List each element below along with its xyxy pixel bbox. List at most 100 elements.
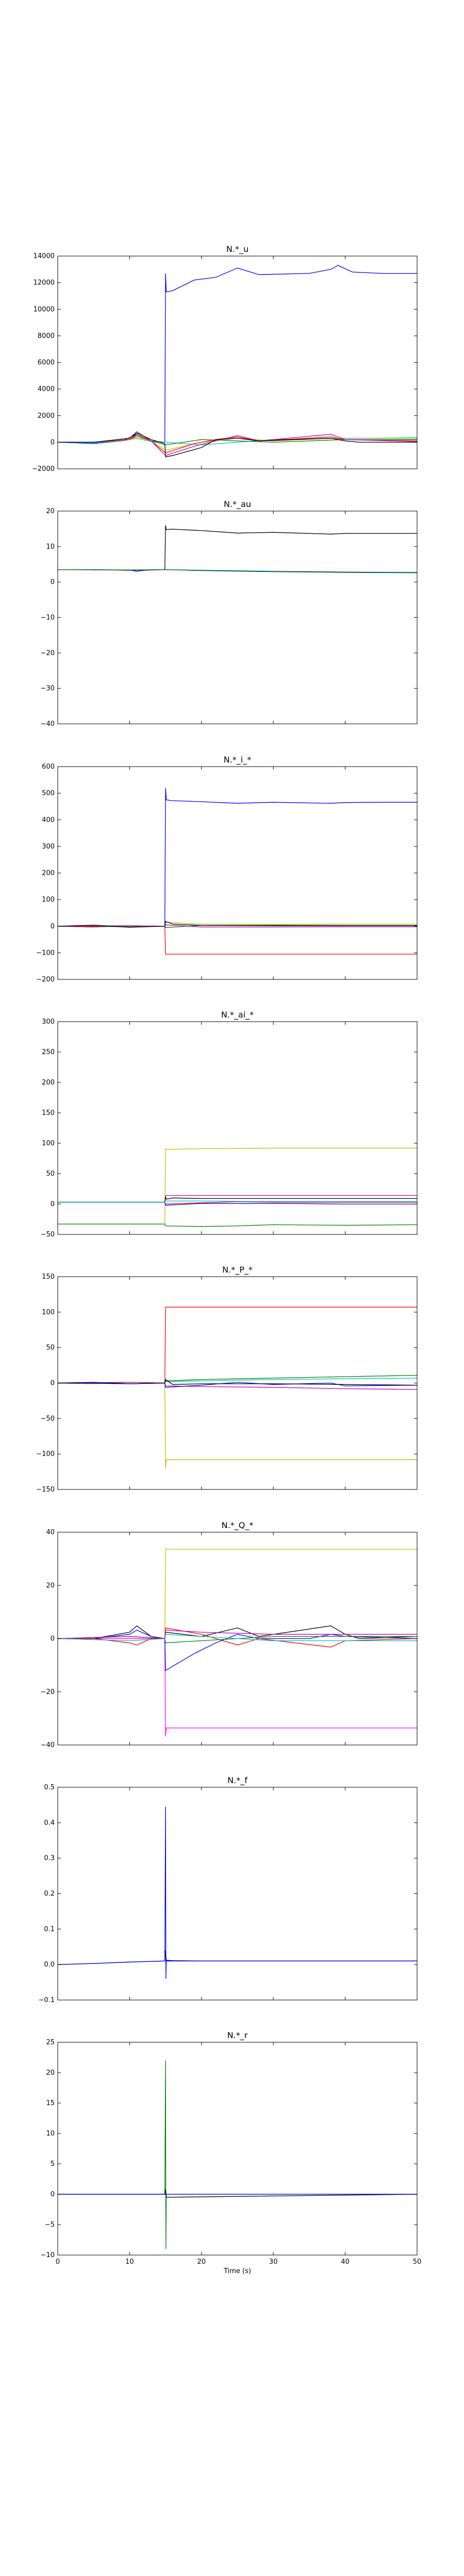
series-line-7	[58, 1634, 417, 1641]
series-group	[58, 1549, 417, 1737]
y-tick-label: −0.1	[38, 1996, 55, 2004]
series-line-3	[58, 569, 417, 573]
plot-frame	[57, 1021, 418, 1235]
series-line-2	[58, 1224, 417, 1227]
y-tick-label: 300	[42, 843, 55, 851]
chart-title: N.*_u	[226, 244, 248, 255]
y-tick-label: 500	[42, 790, 55, 798]
y-tick-label: −10	[41, 614, 55, 622]
series-line-3	[58, 1375, 417, 1384]
series-group	[58, 1147, 417, 1227]
series-line-1	[58, 525, 417, 571]
series-line-2	[58, 1806, 417, 1979]
x-tick-label: 10	[125, 2258, 134, 2266]
y-tick-label: 20	[46, 2069, 55, 2077]
y-tick-label: 150	[42, 1109, 55, 1117]
series-line-5	[58, 924, 417, 927]
y-tick-label: 10000	[34, 306, 55, 313]
y-tick-label: 0.3	[44, 1855, 55, 1862]
y-tick-label: 6000	[38, 359, 55, 367]
y-tick-label: 0	[51, 438, 55, 446]
y-tick-label: 2000	[38, 412, 55, 420]
series-line-7	[58, 432, 417, 457]
y-tick-label: −40	[41, 720, 55, 728]
y-tick-label: −5	[45, 2221, 55, 2229]
x-axis-label: Time (s)	[223, 2267, 251, 2275]
chart-title: N.*_f	[227, 1775, 247, 1786]
series-line-2	[58, 437, 417, 446]
y-tick-label: 0	[51, 1380, 55, 1387]
y-tick-label: 0	[51, 1200, 55, 1208]
y-tick-label: 0.4	[44, 1819, 55, 1827]
series-group	[58, 2060, 417, 2249]
y-tick-label: 0.1	[44, 1925, 55, 1933]
y-tick-label: 200	[42, 870, 55, 877]
chart-panel-1: N.*_u −2000 0 2000 4000 6000 8000 10000 12000 140…	[32, 244, 418, 473]
series-line-6	[58, 1201, 417, 1206]
y-tick-label: 0.2	[44, 1890, 55, 1898]
y-tick-label: 50	[46, 1170, 55, 1178]
y-tick-label: −20	[41, 1688, 55, 1696]
y-tick-label: 8000	[38, 332, 55, 340]
chart-panel-3: N.*_i_* −200 −100 0 100 200 300 400 500 600	[36, 755, 418, 984]
y-tick-label: 300	[42, 1018, 55, 1026]
chart-title: N.*_r	[227, 2030, 248, 2041]
series-line-4	[58, 1625, 417, 1639]
plot-frame	[57, 2042, 418, 2256]
y-tick-label: 10	[46, 2130, 55, 2138]
series-group	[58, 1806, 417, 1979]
series-line-6	[58, 431, 417, 456]
x-tick-label: 50	[413, 2258, 422, 2266]
plot-frame	[57, 766, 418, 980]
y-tick-label: −100	[36, 949, 55, 957]
y-tick-label: −20	[41, 649, 55, 657]
chart-title: N.*_au	[224, 499, 251, 510]
x-tick-label: 40	[341, 2258, 350, 2266]
y-tick-label: 250	[42, 1048, 55, 1056]
series-line-5	[58, 435, 417, 453]
series-line-4	[58, 436, 417, 451]
y-tick-label: 14000	[34, 252, 55, 260]
x-tick-label: 0	[56, 2258, 60, 2266]
plot-frame	[57, 1787, 418, 2001]
y-tick-label: 0	[51, 923, 55, 930]
x-tick-label: 20	[197, 2258, 206, 2266]
chart-panel-6: N.*_Q_* −40 −20 0 20 40	[41, 1520, 418, 1749]
y-tick-label: 100	[42, 1309, 55, 1316]
plot-frame	[57, 511, 418, 724]
y-tick-label: −2000	[32, 465, 55, 473]
series-line-7	[58, 1379, 417, 1386]
series-line-6	[58, 1636, 417, 1643]
series-line-1	[58, 1307, 417, 1384]
chart-title: N.*_P_*	[222, 1265, 253, 1275]
y-tick-label: 0	[51, 579, 55, 586]
series-group	[58, 525, 417, 573]
y-tick-label: 0	[51, 1635, 55, 1643]
series-group	[58, 788, 417, 955]
y-tick-label: 600	[42, 763, 55, 771]
chart-title: N.*_ai_*	[221, 1010, 254, 1020]
chart-panel-4: N.*_ai_* −50 0 50 100 150 200 250 300	[41, 1010, 418, 1239]
y-tick-label: 0	[51, 2191, 55, 2198]
series-line-5	[58, 1628, 417, 1648]
y-tick-label: −50	[41, 1231, 55, 1239]
y-tick-label: 40	[46, 1529, 55, 1536]
chart-panel-8: N.*_r −10 −5 0 5 10 15 20 25 0 10 20 30 40 50 Time (s)	[41, 2030, 422, 2275]
y-tick-label: −200	[36, 976, 55, 984]
y-tick-label: 0.5	[44, 1784, 55, 1791]
y-tick-label: 5	[51, 2160, 55, 2168]
y-tick-label: 50	[46, 1344, 55, 1352]
series-line-6	[58, 921, 417, 928]
series-group	[58, 265, 417, 457]
series-line-1	[58, 265, 417, 444]
y-tick-label: 0.0	[44, 1961, 55, 1969]
chart-panel-7: N.*_f −0.1 0.0 0.1 0.2 0.3 0.4 0.5	[38, 1775, 418, 2004]
series-group	[58, 1307, 417, 1468]
y-tick-label: −150	[36, 1486, 55, 1494]
series-line-2	[58, 2189, 417, 2198]
y-tick-label: −30	[41, 685, 55, 692]
y-tick-label: 150	[42, 1273, 55, 1281]
y-tick-label: 20	[46, 1582, 55, 1589]
y-tick-label: 100	[42, 896, 55, 904]
